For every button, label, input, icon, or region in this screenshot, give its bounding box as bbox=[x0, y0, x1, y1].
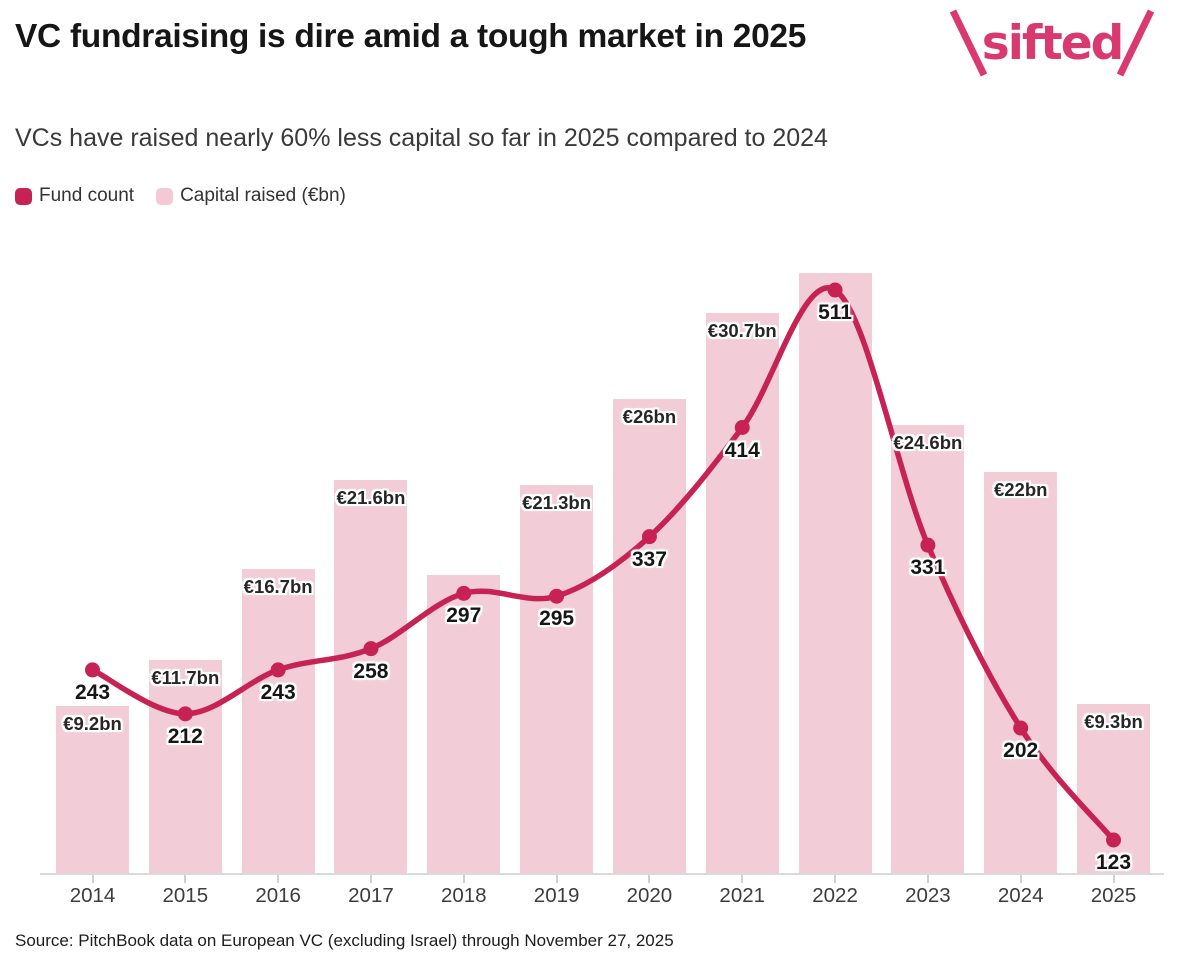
x-axis-label-2024: 2024 bbox=[997, 884, 1044, 907]
x-axis-tick bbox=[184, 875, 187, 883]
fund-count-label-2022: 511 bbox=[818, 301, 852, 324]
fund-count-label-2025: 123 bbox=[1095, 851, 1132, 874]
legend-item-capital-raised: Capital raised (€bn) bbox=[156, 185, 346, 207]
capital-raised-label-2025: €9.3bn bbox=[1084, 711, 1143, 733]
bar-2015 bbox=[148, 660, 222, 874]
x-axis-label-2018: 2018 bbox=[440, 884, 487, 907]
x-axis-label-2014: 2014 bbox=[69, 884, 116, 907]
bar-2023 bbox=[891, 424, 965, 874]
capital-raised-label-2014: €9.2bn bbox=[63, 713, 122, 734]
fund-count-label-2021: 414 bbox=[724, 438, 760, 462]
capital-raised-label-2015: €11.7bn bbox=[151, 667, 220, 689]
x-axis-line bbox=[40, 873, 1164, 875]
x-axis-label-2020: 2020 bbox=[626, 884, 673, 907]
bar-2019 bbox=[520, 485, 594, 874]
fund-count-label-2015: 212 bbox=[167, 724, 203, 748]
capital-raised-label-2023: €24.6bn bbox=[893, 431, 963, 453]
legend-label: Fund count bbox=[39, 185, 135, 206]
bar-2021 bbox=[705, 313, 779, 874]
capital-raised-label-2019: €21.3bn bbox=[522, 492, 592, 514]
fund-count-label-2023: 331 bbox=[910, 556, 946, 580]
capital-raised-label-2021: €30.7bn bbox=[707, 320, 777, 342]
source-note: Source: PitchBook data on European VC (e… bbox=[15, 931, 674, 950]
logo-slash-icon bbox=[1116, 9, 1155, 77]
logo-text: sifted bbox=[982, 16, 1123, 71]
logo-backslash-icon bbox=[949, 9, 988, 77]
capital-raised-swatch-icon bbox=[156, 187, 174, 205]
x-axis-label-2022: 2022 bbox=[812, 884, 858, 907]
x-axis-label-2019: 2019 bbox=[533, 884, 580, 907]
bar-2016 bbox=[241, 569, 315, 874]
legend-label: Capital raised (€bn) bbox=[180, 185, 346, 206]
fund-count-label-2017: 258 bbox=[353, 659, 389, 683]
capital-raised-label-2024: €22bn bbox=[993, 479, 1048, 501]
fund-count-point-2014 bbox=[85, 662, 100, 678]
legend-item-fund-count: Fund count bbox=[15, 185, 134, 207]
sifted-logo: sifted bbox=[942, 6, 1162, 80]
x-axis-label-2015: 2015 bbox=[162, 884, 209, 907]
chart-subtitle: VCs have raised nearly 60% less capital … bbox=[15, 124, 828, 152]
x-axis-tick bbox=[91, 875, 94, 883]
capital-raised-label-2016: €16.7bn bbox=[243, 576, 313, 598]
chart-legend: Fund count Capital raised (€bn) bbox=[15, 185, 346, 207]
x-axis-label-2025: 2025 bbox=[1090, 884, 1137, 907]
x-axis-label-2021: 2021 bbox=[719, 884, 766, 907]
x-axis-label-2023: 2023 bbox=[905, 884, 951, 907]
x-axis-tick bbox=[277, 875, 280, 883]
x-axis-tick bbox=[926, 875, 929, 883]
bar-2024 bbox=[984, 472, 1058, 874]
fund-count-label-2024: 202 bbox=[1003, 739, 1039, 763]
x-axis-tick bbox=[834, 875, 837, 883]
x-axis-tick bbox=[369, 875, 372, 883]
capital-raised-label-2017: €21.6bn bbox=[336, 486, 406, 508]
capital-raised-label-2020: €26bn bbox=[622, 406, 677, 428]
x-axis-tick bbox=[741, 875, 744, 883]
fund-count-label-2019: 295 bbox=[539, 607, 575, 631]
x-axis-tick bbox=[1112, 875, 1115, 883]
x-axis-tick bbox=[648, 875, 651, 883]
fund-count-label-2016: 243 bbox=[260, 680, 296, 704]
x-axis-tick bbox=[555, 875, 558, 883]
x-axis-tick bbox=[462, 875, 465, 883]
page-title: VC fundraising is dire amid a tough mark… bbox=[15, 18, 807, 55]
bar-2020 bbox=[612, 399, 686, 874]
fund-count-label-2020: 337 bbox=[631, 547, 667, 571]
x-axis-label-2017: 2017 bbox=[348, 884, 394, 907]
fund-count-swatch-icon bbox=[15, 187, 32, 205]
x-axis-tick bbox=[1019, 875, 1022, 883]
bar-2022 bbox=[798, 273, 872, 874]
fund-count-label-2014: 243 bbox=[74, 680, 111, 704]
fund-count-label-2018: 297 bbox=[446, 604, 482, 628]
x-axis-label-2016: 2016 bbox=[255, 884, 301, 907]
